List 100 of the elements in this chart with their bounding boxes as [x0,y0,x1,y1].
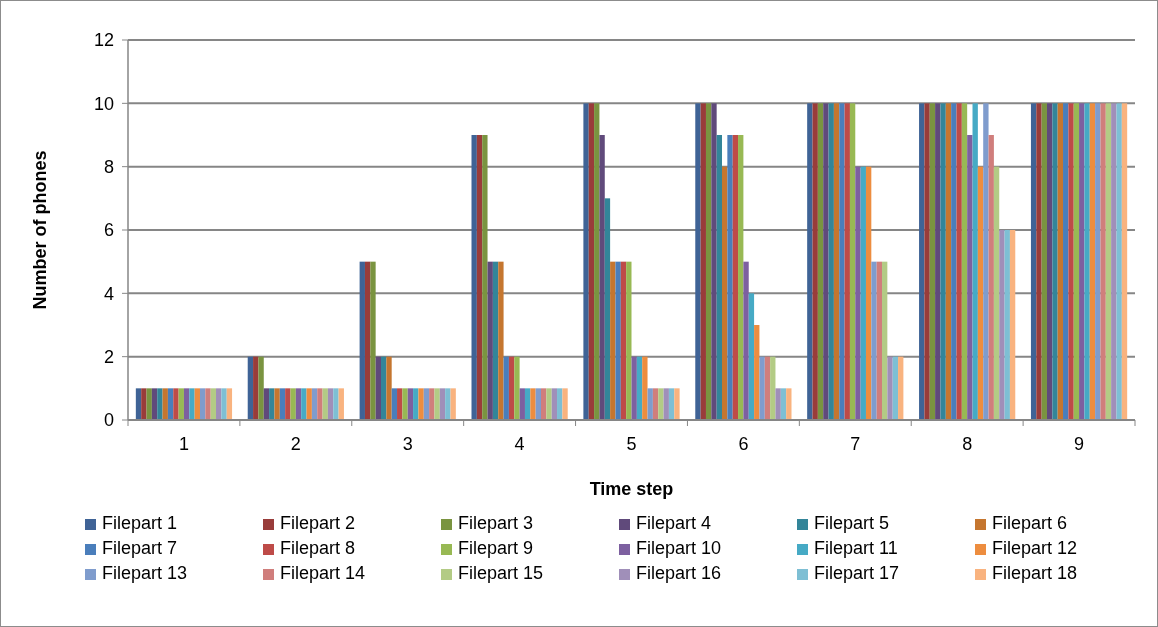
legend-label: Filepart 14 [280,563,366,583]
bar [397,388,403,420]
bar [183,388,190,420]
bar [391,388,398,420]
bar [445,388,451,420]
bar [700,103,706,420]
bar [295,388,302,420]
bar [940,103,946,420]
bar [844,103,850,420]
bar [514,356,520,420]
bar [1004,230,1010,420]
bar [546,388,552,420]
bar [919,103,925,420]
bar [807,103,813,420]
bar [306,388,312,420]
bar [983,103,989,420]
bar [210,388,217,420]
bar [999,230,1005,420]
bar [738,135,744,420]
bar [732,135,739,420]
bar [828,103,834,420]
bar [1009,230,1016,420]
legend-label: Filepart 3 [458,513,534,533]
bar [759,356,765,420]
legend-label: Filepart 10 [636,538,722,558]
legend-label: Filepart 12 [992,538,1078,558]
bar [951,103,957,420]
bar [375,356,381,420]
bar [988,135,994,420]
bar [562,388,568,420]
x-tick-label: 2 [290,434,301,454]
bar [311,388,318,420]
y-tick-label: 2 [103,346,114,367]
legend-label: Filepart 9 [458,538,534,558]
x-axis-title: Time step [589,479,674,499]
bar [817,103,824,420]
bar [945,103,952,420]
bar [189,388,195,420]
bar [359,261,365,420]
bar [770,356,776,420]
bar [530,388,536,420]
bar [711,103,717,420]
bar [1057,103,1064,420]
legend-label: Filepart 11 [814,538,898,558]
y-tick-label: 0 [103,410,114,431]
bar [434,388,440,420]
bar [855,166,861,420]
bar [519,388,525,420]
x-tick-label: 5 [626,434,637,454]
bar [1073,103,1080,420]
legend-label: Filepart 8 [280,538,356,558]
bar [674,388,680,420]
bar [1121,103,1128,420]
bar [205,388,211,420]
x-tick-label: 9 [1074,434,1085,454]
bar [583,103,589,420]
bar [823,103,829,420]
bar [786,388,792,420]
bar [269,388,275,420]
bar [1036,103,1042,420]
bar [274,388,280,420]
bar [1100,103,1106,420]
bar [508,356,515,420]
bar [146,388,152,420]
bar [1063,103,1069,420]
bar [929,103,936,420]
bar [993,166,1000,420]
bar [535,388,541,420]
legend-label: Filepart 15 [458,563,544,583]
bar [162,388,168,420]
bar [221,388,227,420]
bar [487,261,493,420]
y-tick-label: 12 [93,30,114,51]
bar [285,388,291,420]
legend-label: Filepart 6 [992,513,1068,533]
bar [429,388,435,420]
bar [977,166,984,420]
bar [1095,103,1101,420]
bar [317,388,323,420]
bar [503,356,509,420]
bar [716,135,723,420]
bar [402,388,408,420]
legend-label: Filepart 18 [992,563,1078,583]
bar [588,103,595,420]
bar [860,166,866,420]
bar [833,103,840,420]
bar [615,261,621,420]
legend-label: Filepart 13 [102,563,188,583]
bar [722,166,728,420]
bar [956,103,962,420]
bar [226,388,233,420]
bar [557,388,563,420]
bar [167,388,174,420]
bar [423,388,430,420]
bar [924,103,930,420]
bar [551,388,558,420]
bar [173,388,179,420]
bar [1068,103,1074,420]
bar [865,166,872,420]
bar [247,356,254,420]
